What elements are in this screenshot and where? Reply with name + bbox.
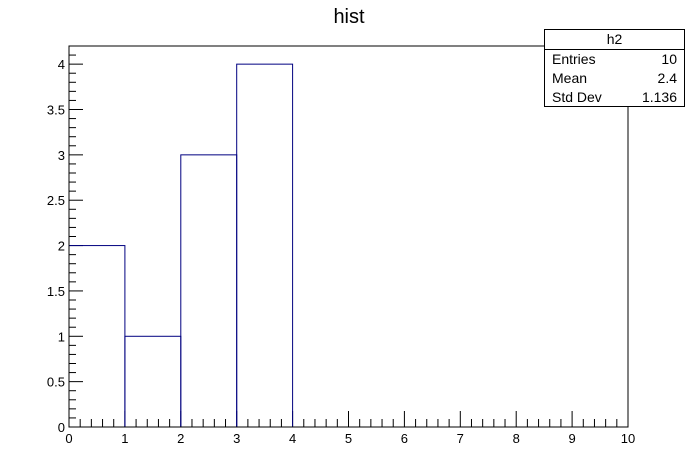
x-tick-label: 5 [345, 431, 352, 446]
stats-stddev-label: Std Dev [552, 89, 602, 105]
x-tick-label: 1 [121, 431, 128, 446]
stats-mean-value: 2.4 [657, 70, 677, 86]
y-tick-label: 0 [58, 420, 65, 435]
x-tick-label: 2 [177, 431, 184, 446]
y-tick-label: 3.5 [47, 103, 65, 118]
x-tick-label: 7 [457, 431, 464, 446]
histogram-bin [180, 154, 238, 428]
stats-entries-label: Entries [552, 51, 596, 67]
y-tick-label: 2.5 [47, 193, 65, 208]
stats-entries-value: 10 [661, 51, 677, 67]
y-tick-label: 1 [58, 329, 65, 344]
histogram-bin [236, 63, 294, 428]
x-tick-label: 10 [621, 431, 635, 446]
plot-frame [68, 45, 629, 428]
stats-mean-label: Mean [552, 70, 588, 86]
x-tick-label: 4 [289, 431, 296, 446]
x-tick-label: 3 [233, 431, 240, 446]
x-tick-label: 9 [568, 431, 575, 446]
y-tick-label: 2 [58, 239, 65, 254]
x-tick-label: 0 [65, 431, 72, 446]
x-tick-label: 8 [513, 431, 520, 446]
x-tick-label: 6 [401, 431, 408, 446]
stats-row-stddev: Std Dev 1.136 [545, 88, 684, 107]
y-tick-label: 1.5 [47, 284, 65, 299]
chart-title: hist [333, 6, 365, 28]
stats-title: h2 [545, 30, 684, 50]
stats-box: h2 Entries 10 Mean 2.4 Std Dev 1.136 [544, 29, 685, 107]
y-tick-label: 3 [58, 148, 65, 163]
y-tick-label: 0.5 [47, 375, 65, 390]
y-tick-label: 4 [58, 57, 65, 72]
histogram-bin [124, 335, 182, 428]
stats-row-mean: Mean 2.4 [545, 69, 684, 88]
stats-row-entries: Entries 10 [545, 50, 684, 69]
stats-stddev-value: 1.136 [641, 89, 677, 105]
